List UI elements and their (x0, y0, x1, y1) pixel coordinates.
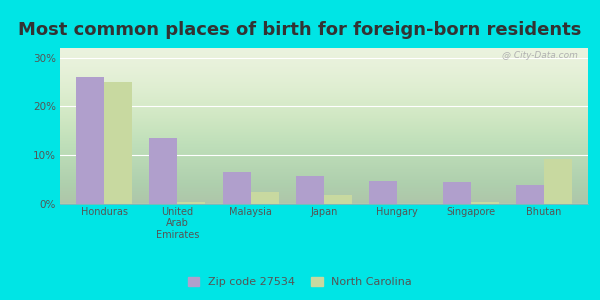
Bar (470, 202, 499, 204)
Bar (104, 82, 132, 204)
Bar (76, 77, 104, 204)
Bar (443, 182, 470, 204)
Bar (516, 185, 544, 204)
Bar (178, 202, 205, 204)
Bar (251, 192, 278, 204)
Bar (544, 159, 572, 204)
Bar (149, 138, 178, 204)
Legend: Zip code 27534, North Carolina: Zip code 27534, North Carolina (184, 272, 416, 291)
Text: Most common places of birth for foreign-born residents: Most common places of birth for foreign-… (19, 21, 581, 39)
Bar (370, 181, 397, 204)
Bar (223, 172, 251, 204)
Text: @ City-Data.com: @ City-Data.com (502, 51, 577, 60)
Bar (324, 195, 352, 204)
Bar (296, 176, 324, 204)
